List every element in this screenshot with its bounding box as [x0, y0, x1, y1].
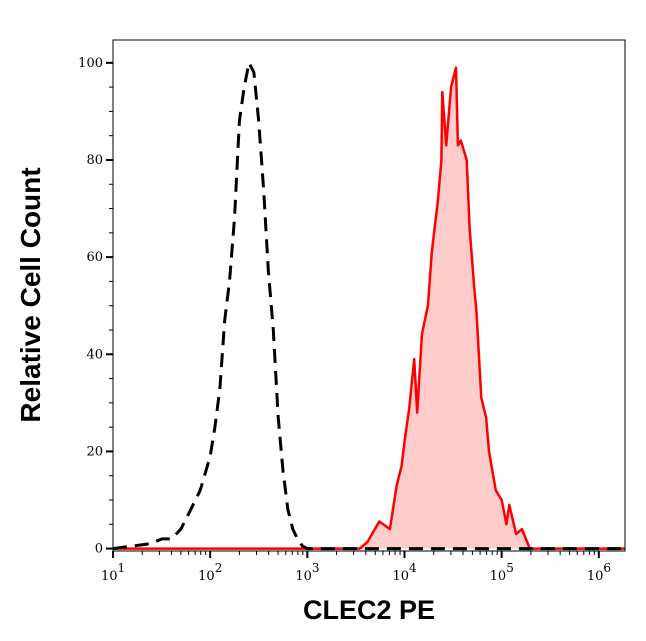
- plot-marks: [112, 61, 625, 551]
- y-tick-label: 100: [78, 56, 103, 71]
- series-line-solid: [113, 66, 625, 550]
- series-fill-solid: [113, 67, 625, 549]
- y-tick-label: 60: [86, 250, 103, 265]
- x-tick-label: 104: [392, 561, 417, 584]
- y-axis-title: Relative Cell Count: [15, 167, 46, 422]
- y-axis: 0 20 40 60 80 100: [78, 56, 113, 557]
- x-tick-label: 103: [295, 561, 319, 584]
- x-tick-label: 102: [198, 561, 222, 584]
- x-tick-label: 105: [490, 561, 514, 584]
- y-tick-label: 80: [86, 153, 103, 168]
- y-tick-label: 40: [86, 347, 103, 362]
- x-axis-title: CLEC2 PE: [303, 595, 435, 625]
- x-tick-label: 106: [587, 561, 611, 584]
- x-axis: 101 102 103 104 105 106: [101, 551, 611, 584]
- y-tick-label: 20: [86, 444, 103, 459]
- y-tick-label: 0: [95, 542, 103, 557]
- plot-frame: [112, 39, 626, 552]
- x-tick-label: 101: [101, 561, 125, 584]
- series-line-dashed: [112, 61, 625, 551]
